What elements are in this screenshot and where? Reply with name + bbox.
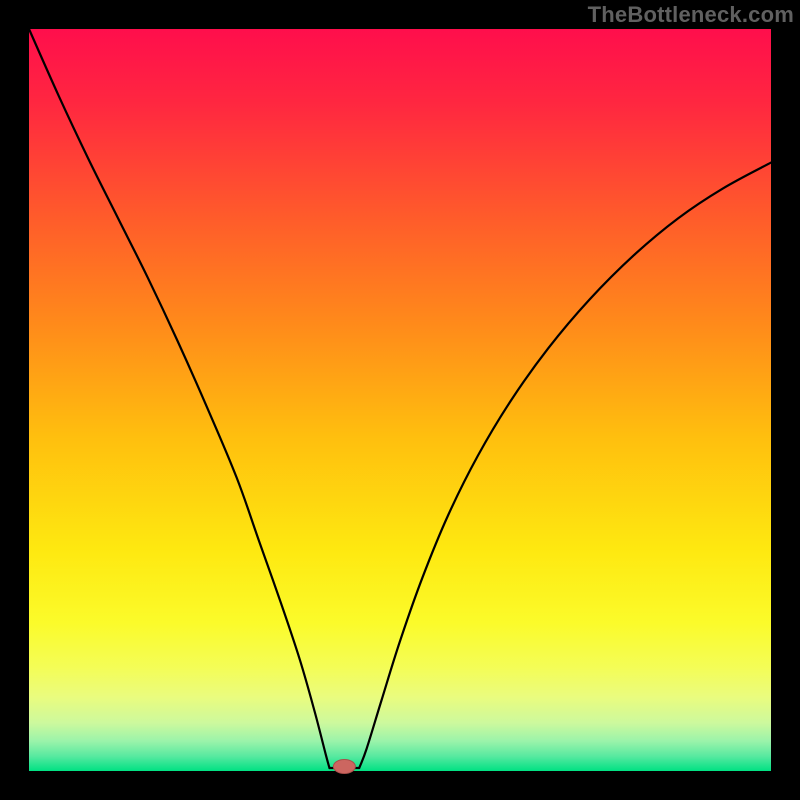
chart-container: TheBottleneck.com [0, 0, 800, 800]
watermark-text: TheBottleneck.com [588, 2, 794, 28]
bottleneck-chart [0, 0, 800, 800]
plot-background [29, 29, 771, 771]
optimal-marker [333, 760, 355, 774]
